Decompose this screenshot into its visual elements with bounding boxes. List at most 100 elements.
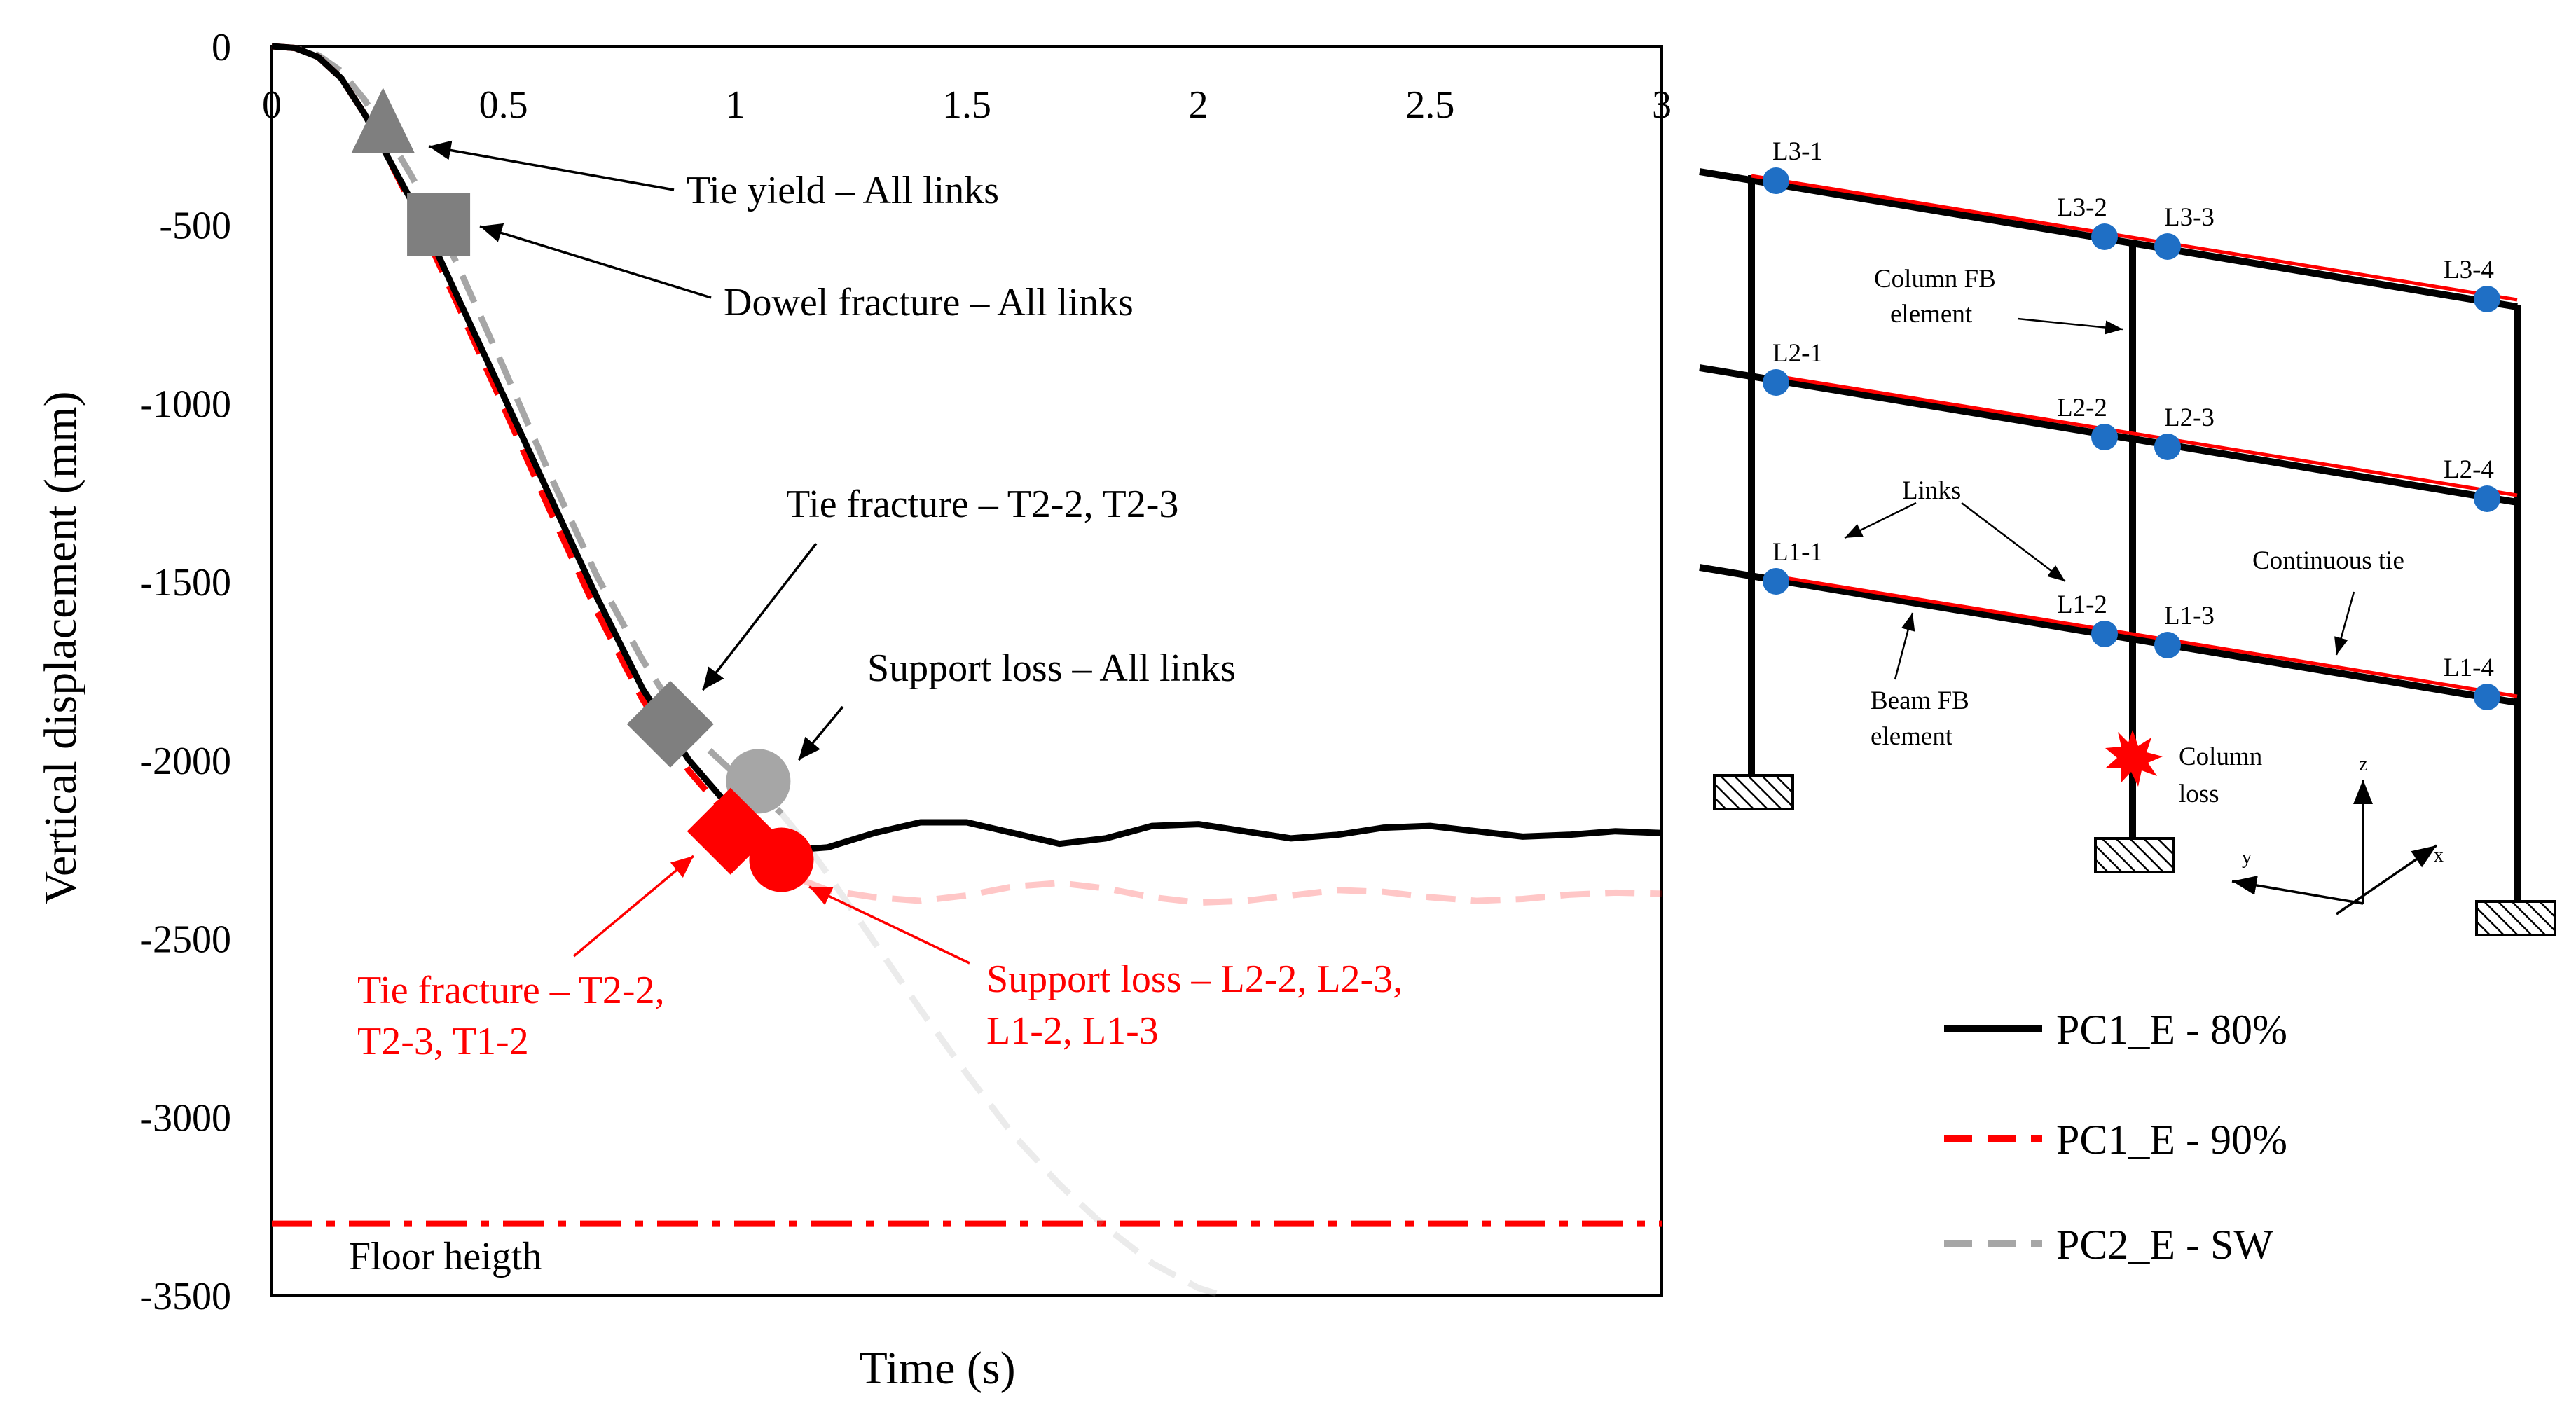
link-dot — [2154, 233, 2181, 260]
link-dot — [2154, 632, 2181, 658]
link-dot — [2091, 223, 2118, 250]
link-label: L3-2 — [2057, 193, 2107, 222]
column-loss-icon — [2105, 730, 2163, 787]
link-dot — [2474, 684, 2500, 710]
event-marker-triangle — [351, 88, 415, 153]
series-line-pc1-80 — [271, 43, 1662, 852]
links-label: Links — [1902, 476, 1961, 505]
link-dot — [2474, 286, 2500, 312]
x-tick-label: 2.5 — [1405, 83, 1454, 127]
x-tick-label: 1 — [725, 83, 745, 127]
y-tick-label: 0 — [212, 26, 231, 69]
legend: PC1_E - 80% PC1_E - 90% PC2_E - SW — [1944, 1007, 2287, 1268]
support-middle — [2094, 837, 2175, 873]
link-label: L2-3 — [2164, 403, 2215, 432]
x-axis-title: Time (s) — [859, 1343, 1015, 1394]
column-loss-label-1: Column — [2179, 742, 2262, 771]
link-dot — [1763, 369, 1789, 396]
x-tick-label: 0 — [262, 83, 282, 127]
links-arrow-right — [1961, 502, 2066, 582]
beam-fb-label-2: element — [1871, 722, 1953, 751]
link-label: L3-3 — [2164, 203, 2215, 232]
link-label: L2-2 — [2057, 394, 2107, 422]
support-loss-gray-arrow — [797, 705, 844, 761]
coordinate-axes-icon — [2231, 780, 2437, 915]
y-tick-label: -2000 — [139, 740, 231, 783]
legend-label-90: PC1_E - 90% — [2056, 1117, 2287, 1163]
tie-fracture-gray-label: Tie fracture – T2-2, T2-3 — [786, 483, 1178, 526]
column-fb-label-2: element — [1890, 300, 1973, 329]
continuous-tie-arrow — [2334, 591, 2355, 656]
tie-yield-arrow — [428, 140, 675, 191]
link-label: L1-2 — [2057, 590, 2107, 619]
link-dot — [2154, 434, 2181, 460]
y-tick-label: -500 — [159, 205, 231, 248]
series-line-pc2-sw-after-failure — [779, 811, 1223, 1299]
tie-fracture-red-arrow — [572, 855, 695, 958]
dowel-fracture-arrow — [479, 223, 712, 299]
tie-fracture-red-label-2: T2-3, T1-2 — [357, 1020, 529, 1063]
support-loss-red-label-1: Support loss – L2-2, L2-3, — [986, 958, 1403, 1001]
link-dot — [2091, 424, 2118, 450]
y-tick-label: -1500 — [139, 561, 231, 604]
support-left — [1713, 774, 1794, 810]
link-label: L1-4 — [2444, 654, 2494, 682]
legend-label-sw: PC2_E - SW — [2056, 1222, 2273, 1268]
x-tick-labels: 0 0.5 1 1.5 2 2.5 3 — [262, 83, 1672, 127]
continuous-tie-label: Continuous tie — [2252, 546, 2404, 575]
x-tick-label: 2 — [1189, 83, 1208, 127]
axis-z-label: z — [2359, 754, 2367, 775]
axis-x-label: x — [2434, 845, 2444, 866]
link-dot — [1763, 167, 1789, 194]
beam-fb-label-1: Beam FB — [1871, 686, 1969, 715]
link-label: L2-1 — [1772, 339, 1823, 368]
link-label: L3-4 — [2444, 256, 2494, 284]
tie-yield-label: Tie yield – All links — [687, 169, 999, 212]
y-tick-label: -2500 — [139, 918, 231, 962]
tie-1 — [1772, 574, 2518, 698]
series-line-pc2-sw — [271, 43, 784, 816]
event-marker-square — [407, 193, 471, 256]
chart: 0 0.5 1 1.5 2 2.5 3 0 -500 -1000 -1500 -2000 -2500 -… — [35, 26, 1672, 1394]
series-line-pc1-90-after-failure — [803, 878, 1662, 906]
x-tick-label: 1.5 — [942, 83, 991, 127]
link-label: L1-3 — [2164, 602, 2215, 630]
support-right — [2475, 900, 2556, 936]
x-tick-label: 3 — [1652, 83, 1672, 127]
link-dot — [2474, 485, 2500, 512]
legend-label-80: PC1_E - 80% — [2056, 1007, 2287, 1053]
link-dot — [2091, 621, 2118, 647]
links-arrow-left — [1844, 502, 1917, 539]
event-marker-circle — [726, 749, 791, 814]
event-marker-circle — [749, 827, 814, 892]
event-marker-diamond — [626, 680, 714, 768]
floor-height-label: Floor heigth — [349, 1235, 542, 1278]
link-label: L1-1 — [1772, 538, 1823, 567]
x-tick-label: 0.5 — [479, 83, 528, 127]
column-fb-arrow — [2017, 317, 2123, 335]
plot-frame — [270, 45, 1663, 1297]
frame-diagram: L3-1 L3-2 L3-3 L3-4 L2-1 L2-2 L2-3 L2-4 L1-1 L1-2… — [1699, 137, 2556, 936]
dowel-fracture-label: Dowel fracture – All links — [724, 281, 1134, 324]
column-fb-label-1: Column FB — [1874, 265, 1996, 293]
y-tick-label: -3000 — [139, 1096, 231, 1140]
y-axis-title: Vertical displacement (mm) — [35, 391, 86, 904]
tie-fracture-red-label-1: Tie fracture – T2-2, — [357, 969, 665, 1012]
link-dot — [1763, 568, 1789, 595]
support-loss-red-label-2: L1-2, L1-3 — [986, 1009, 1159, 1053]
link-layer: L3-1 L3-2 L3-3 L3-4 L2-1 L2-2 L2-3 L2-4 L1-1 L1-2… — [1763, 137, 2500, 710]
beam-fb-arrow — [1894, 612, 1915, 680]
link-label: L2-4 — [2444, 455, 2494, 484]
link-label: L3-1 — [1772, 137, 1823, 166]
marker-layer — [351, 88, 814, 892]
tie-fracture-gray-arrow — [701, 542, 818, 691]
support-loss-gray-label: Support loss – All links — [867, 647, 1236, 690]
column-loss-label-2: loss — [2179, 780, 2219, 808]
y-tick-label: -3500 — [139, 1275, 231, 1318]
tie-2 — [1772, 373, 2518, 497]
axis-y-label: y — [2242, 847, 2252, 869]
support-loss-red-arrow — [808, 885, 970, 965]
tie-3 — [1751, 174, 2518, 302]
y-tick-labels: 0 -500 -1000 -1500 -2000 -2500 -3000 -3500 — [139, 26, 231, 1318]
